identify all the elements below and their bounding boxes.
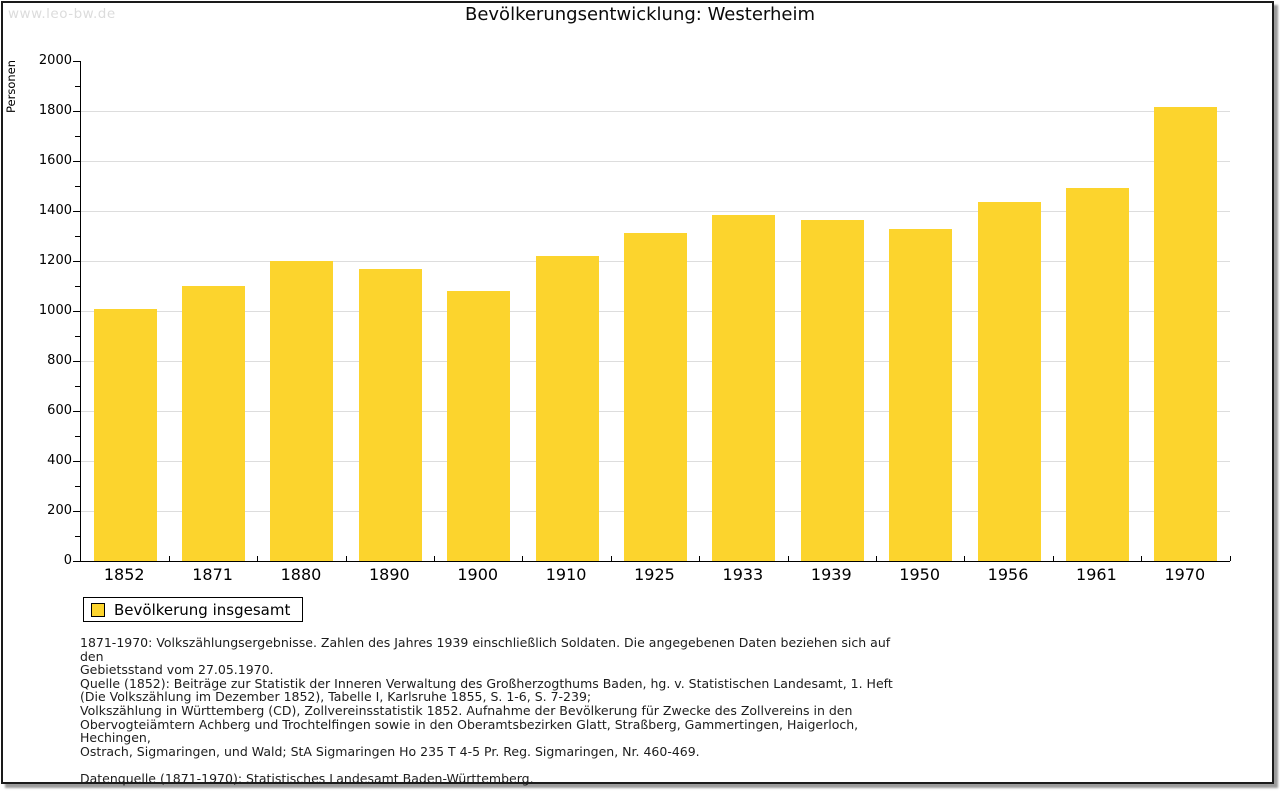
bar-1939 (800, 219, 864, 561)
x-axis-tick (875, 556, 877, 561)
x-tick-label-1970: 1970 (1164, 565, 1206, 584)
x-axis-tick (434, 556, 436, 561)
y-axis-tick-major (73, 110, 80, 112)
x-tick-label-1910: 1910 (545, 565, 587, 584)
y-axis-tick-major (73, 560, 80, 562)
x-tick-label-1961: 1961 (1076, 565, 1117, 584)
y-tick-label-0: 0 (63, 553, 72, 568)
legend-box: Bevölkerung insgesamt (83, 597, 304, 622)
y-axis-tick-minor (75, 485, 80, 487)
y-axis-tick-minor (75, 535, 80, 537)
y-axis-tick-minor (75, 135, 80, 137)
y-tick-label-2000: 2000 (38, 53, 72, 68)
x-tick-label-1950: 1950 (899, 565, 940, 584)
x-axis-tick (257, 556, 259, 561)
y-axis-tick-minor (75, 435, 80, 437)
bar-1852 (93, 309, 157, 561)
bar-1970 (1154, 107, 1218, 561)
source-notes: 1871-1970: Volkszählungsergebnisse. Zahl… (80, 636, 910, 786)
y-axis-tick-minor (75, 335, 80, 337)
plot-area (80, 61, 1231, 562)
y-axis-tick-major (73, 510, 80, 512)
y-axis-tick-minor (75, 285, 80, 287)
chart-title: Bevölkerungsentwicklung: Westerheim (464, 4, 815, 25)
y-axis-tick-major (73, 310, 80, 312)
x-axis-tick (168, 556, 170, 561)
bar-1933 (712, 214, 776, 561)
x-tick-label-1900: 1900 (457, 565, 499, 584)
y-tick-label-1600: 1600 (38, 153, 72, 168)
x-tick-label-1933: 1933 (722, 565, 764, 584)
y-tick-label-600: 600 (47, 403, 72, 418)
y-axis-tick-minor (75, 185, 80, 187)
bar-1900 (447, 291, 511, 561)
x-axis-tick (1141, 556, 1143, 561)
y-axis-tick-major (73, 460, 80, 462)
y-axis-tick-major (73, 360, 80, 362)
gridline-1800 (81, 110, 1230, 112)
y-tick-label-400: 400 (47, 453, 72, 468)
x-tick-label-1925: 1925 (634, 565, 675, 584)
y-axis-tick-major (73, 60, 80, 62)
legend-label: Bevölkerung insgesamt (114, 600, 291, 619)
bar-1910 (535, 255, 599, 561)
x-axis-tick (345, 556, 347, 561)
bar-1950 (889, 228, 953, 561)
bar-1880 (270, 261, 334, 561)
bar-1871 (182, 286, 246, 561)
bar-1925 (624, 233, 687, 561)
legend-swatch-icon (91, 602, 105, 617)
x-axis-tick (522, 556, 524, 561)
x-axis-tick (699, 556, 701, 561)
x-axis-tick (1052, 556, 1054, 561)
y-tick-label-1200: 1200 (38, 253, 72, 268)
bar-1956 (977, 202, 1041, 561)
y-axis-tick-minor (75, 235, 80, 237)
y-axis-tick-minor (75, 385, 80, 387)
y-axis-tick-major (73, 210, 80, 212)
y-axis-tick-minor (75, 85, 80, 87)
watermark-text: www.leo-bw.de (8, 6, 116, 22)
notes-paragraph: 1871-1970: Volkszählungsergebnisse. Zahl… (80, 635, 893, 759)
y-tick-label-200: 200 (47, 503, 72, 518)
x-tick-label-1956: 1956 (987, 565, 1029, 584)
y-tick-label-1000: 1000 (38, 303, 72, 318)
y-tick-label-800: 800 (47, 353, 72, 368)
x-tick-label-1880: 1880 (280, 565, 322, 584)
x-axis-tick (787, 556, 789, 561)
x-tick-label-1852: 1852 (103, 565, 145, 584)
bar-1890 (358, 269, 422, 561)
gridline-1400 (81, 210, 1230, 212)
x-tick-label-1871: 1871 (192, 565, 233, 584)
bar-1961 (1065, 187, 1129, 561)
y-axis-tick-major (73, 410, 80, 412)
x-tick-label-1939: 1939 (810, 565, 852, 584)
gridline-1600 (81, 160, 1230, 162)
y-axis-tick-major (73, 160, 80, 162)
datasource-paragraph: Datenquelle (1871-1970): Statistisches L… (80, 771, 534, 787)
y-tick-label-1400: 1400 (38, 203, 72, 218)
x-axis-tick (1229, 556, 1231, 561)
y-tick-label-1800: 1800 (38, 103, 72, 118)
x-tick-label-1890: 1890 (368, 565, 410, 584)
x-axis-tick (610, 556, 612, 561)
y-axis-tick-major (73, 260, 80, 262)
x-axis-tick (964, 556, 966, 561)
